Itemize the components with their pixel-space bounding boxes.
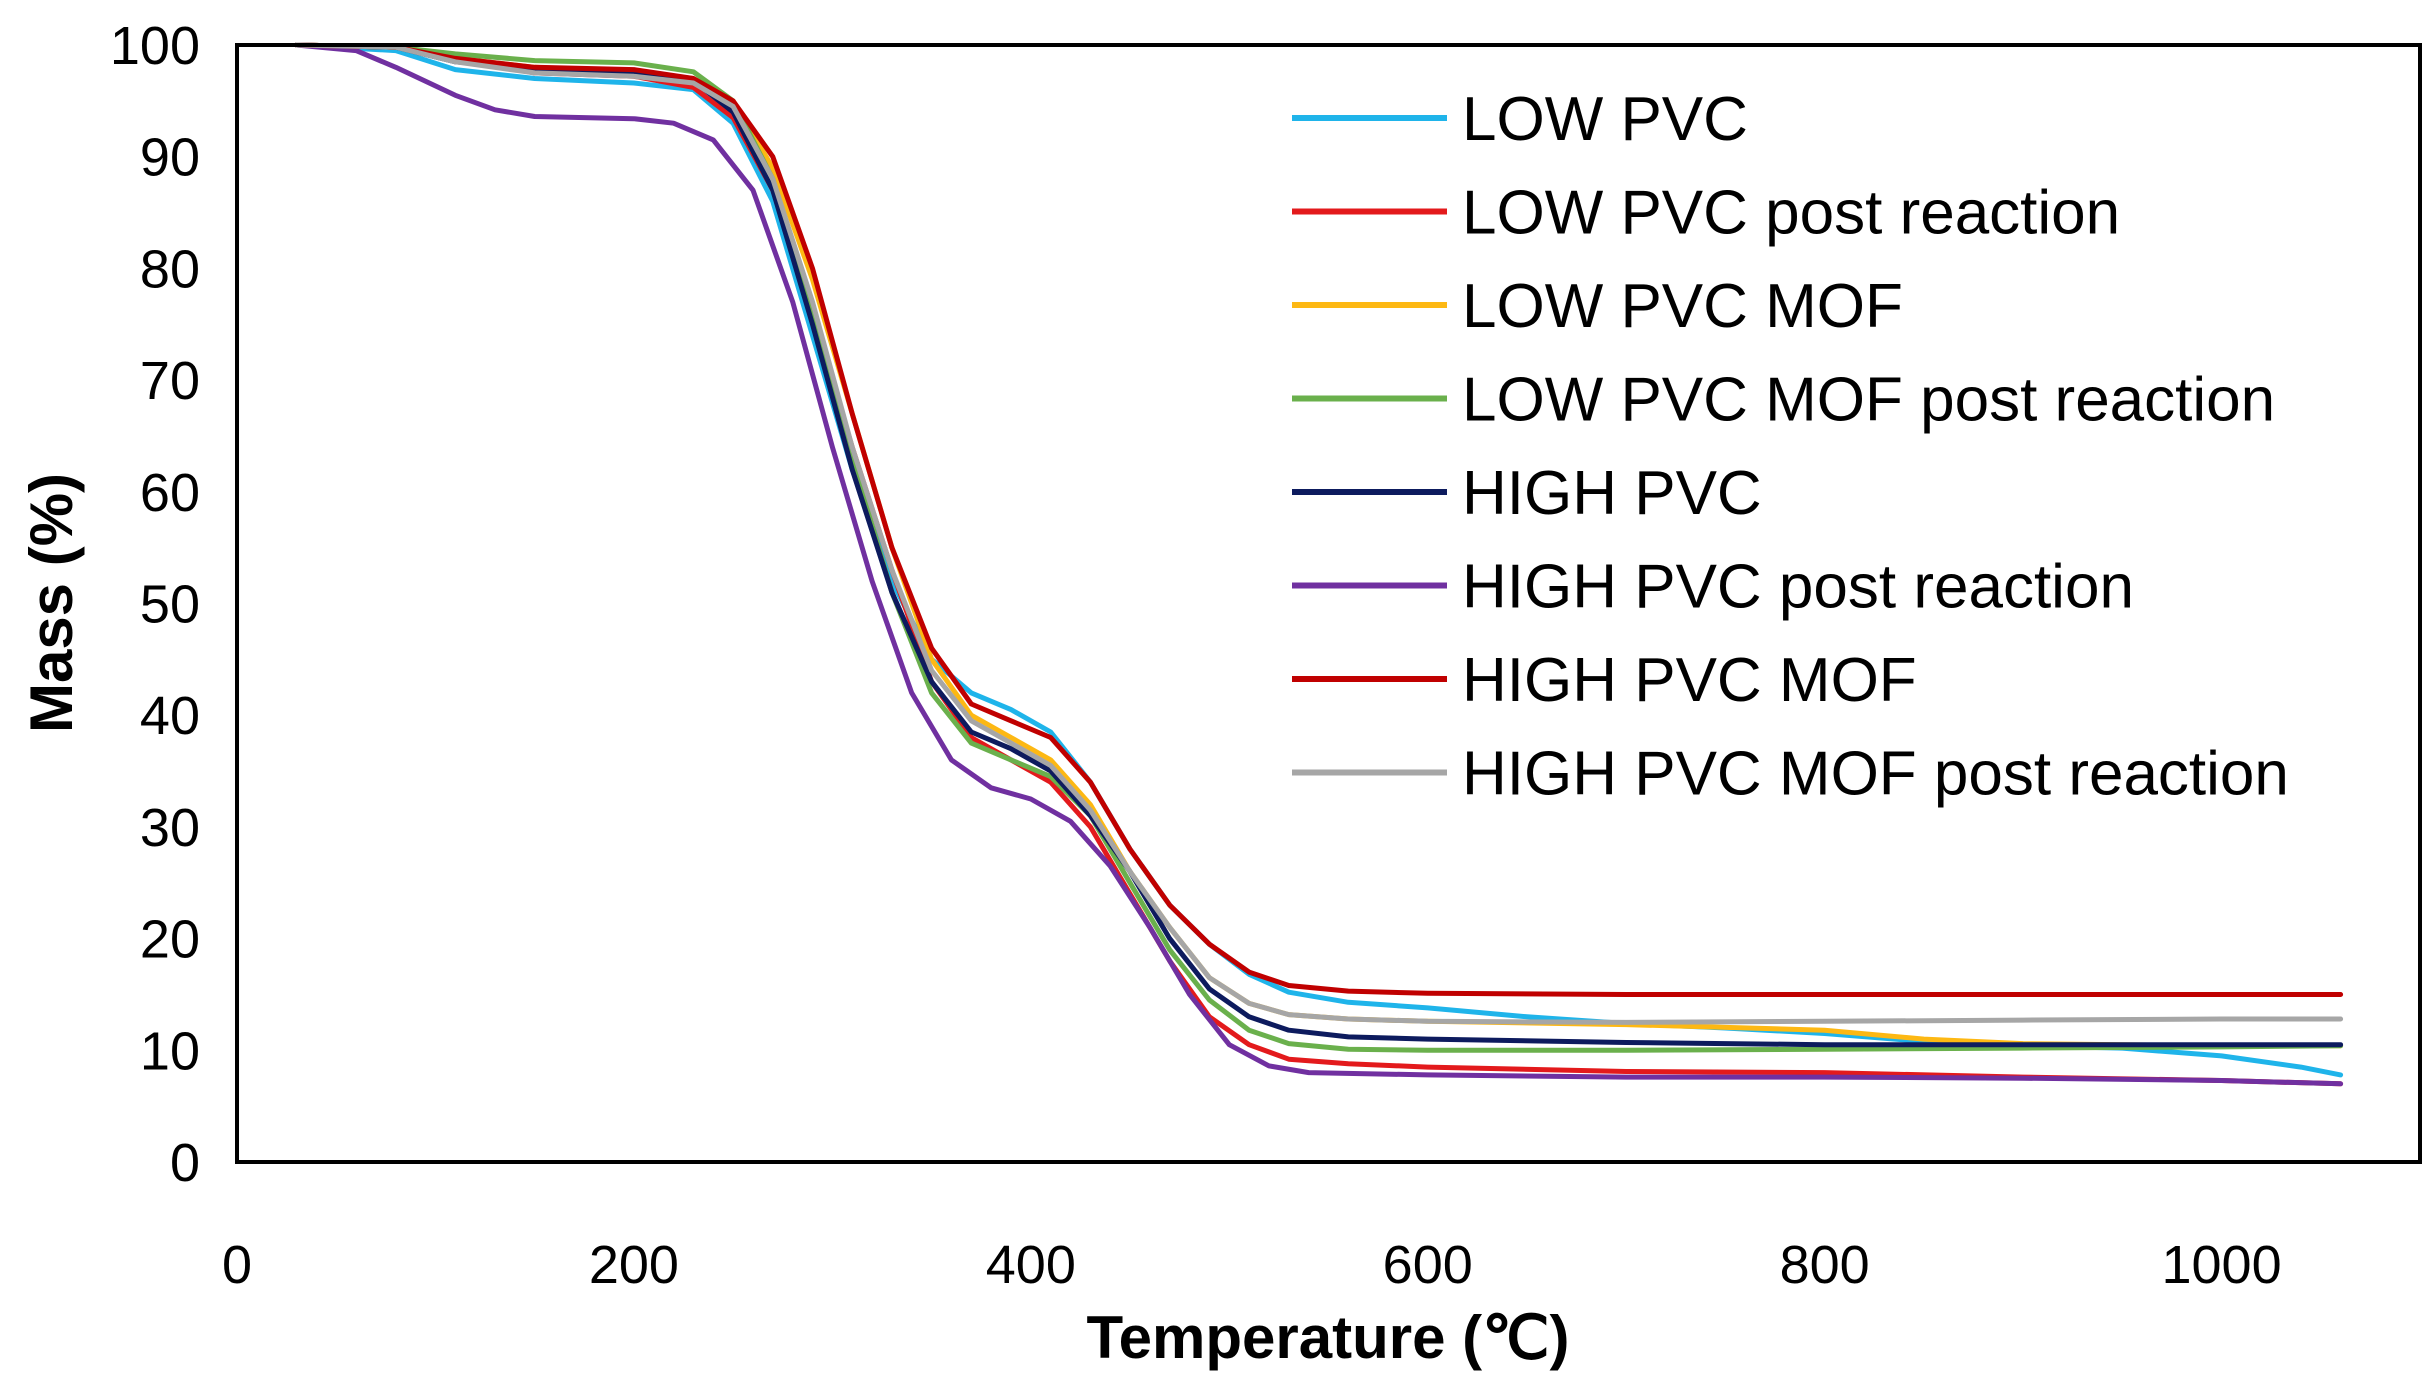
legend-label: LOW PVC MOF bbox=[1462, 272, 1903, 341]
y-tick-label: 40 bbox=[140, 686, 200, 746]
series-line-8 bbox=[294, 42, 2344, 1025]
legend-label: HIGH PVC bbox=[1462, 459, 1762, 528]
y-tick-label: 80 bbox=[140, 239, 200, 299]
x-tick-label: 200 bbox=[589, 1235, 679, 1295]
x-axis-title: Temperature (℃) bbox=[1086, 1304, 1569, 1371]
legend-label: HIGH PVC MOF bbox=[1462, 646, 1917, 715]
x-tick-label: 400 bbox=[986, 1235, 1076, 1295]
series-line-6 bbox=[294, 42, 2344, 1087]
legend-label: HIGH PVC post reaction bbox=[1462, 553, 2134, 622]
legend-label: HIGH PVC MOF post reaction bbox=[1462, 740, 2289, 809]
y-axis-title: Mass (%) bbox=[18, 473, 85, 733]
y-tick-label: 60 bbox=[140, 463, 200, 523]
x-tick-label: 800 bbox=[1780, 1235, 1870, 1295]
legend: LOW PVC LOW PVC post reaction LOW PVC MOF L… bbox=[1292, 85, 2289, 809]
y-axis-tick-labels: 0 10 20 30 40 50 60 70 80 90 100 bbox=[110, 16, 200, 1193]
y-tick-label: 10 bbox=[140, 1021, 200, 1081]
y-tick-label: 90 bbox=[140, 128, 200, 188]
x-tick-label: 0 bbox=[222, 1235, 252, 1295]
legend-label: LOW PVC MOF post reaction bbox=[1462, 366, 2275, 435]
y-tick-label: 20 bbox=[140, 910, 200, 970]
y-tick-label: 100 bbox=[110, 16, 200, 76]
y-tick-label: 70 bbox=[140, 351, 200, 411]
series-line-7 bbox=[294, 42, 2344, 997]
y-tick-label: 50 bbox=[140, 575, 200, 635]
series-line-4 bbox=[294, 42, 2344, 1053]
x-tick-label: 600 bbox=[1383, 1235, 1473, 1295]
legend-label: LOW PVC post reaction bbox=[1462, 179, 2120, 248]
x-tick-label: 1000 bbox=[2161, 1235, 2281, 1295]
y-tick-label: 30 bbox=[140, 798, 200, 858]
y-tick-label: 0 bbox=[170, 1133, 200, 1193]
series-lines bbox=[294, 42, 2344, 1087]
x-axis-tick-labels: 0 200 400 600 800 1000 bbox=[222, 1235, 2282, 1295]
plot-area-frame bbox=[235, 43, 2422, 1164]
legend-label: LOW PVC bbox=[1462, 85, 1748, 154]
series-line-5 bbox=[294, 42, 2344, 1048]
